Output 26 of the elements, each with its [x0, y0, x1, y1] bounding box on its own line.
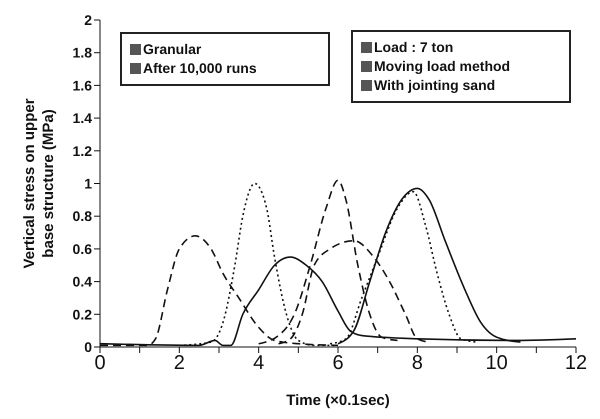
y-axis-title: Vertical stress on upper base structure (MPa) — [21, 98, 57, 269]
y-tick-label: 0.4 — [72, 274, 92, 290]
x-tick-label: 2 — [174, 352, 185, 374]
y-tick-label: 1.6 — [72, 77, 92, 94]
annotation: Granular — [143, 40, 202, 59]
x-tick-label: 4 — [253, 352, 264, 374]
y-tick-label: 0.6 — [72, 240, 92, 257]
x-tick-label: 10 — [486, 352, 508, 374]
x-tick-label: 8 — [412, 352, 423, 374]
annotation: After 10,000 runs — [143, 59, 257, 78]
y-tick-label: 1.4 — [72, 110, 92, 126]
y-tick-label: 0.8 — [72, 208, 92, 224]
y-tick-label: 0.2 — [72, 306, 92, 322]
y-tick-label: 1.8 — [72, 44, 92, 61]
y-tick-label: 2 — [84, 12, 92, 28]
y-tick-label: 1.2 — [72, 142, 92, 159]
text-box: Granular After 10,000 runs — [120, 32, 330, 86]
x-axis-title: Time (×0.1sec) — [286, 392, 390, 409]
y-tick-label: 1 — [84, 175, 92, 192]
annotation: Moving load method — [374, 57, 510, 76]
annotation: With jointing sand — [374, 76, 496, 95]
text-box: Load : 7 ton Moving load method With jointing sand — [351, 30, 571, 103]
y-tick-label: 0 — [84, 338, 92, 355]
x-tick-label: 6 — [332, 352, 344, 374]
x-tick-label: 12 — [564, 352, 588, 374]
annotation: Load : 7 ton — [374, 38, 454, 57]
